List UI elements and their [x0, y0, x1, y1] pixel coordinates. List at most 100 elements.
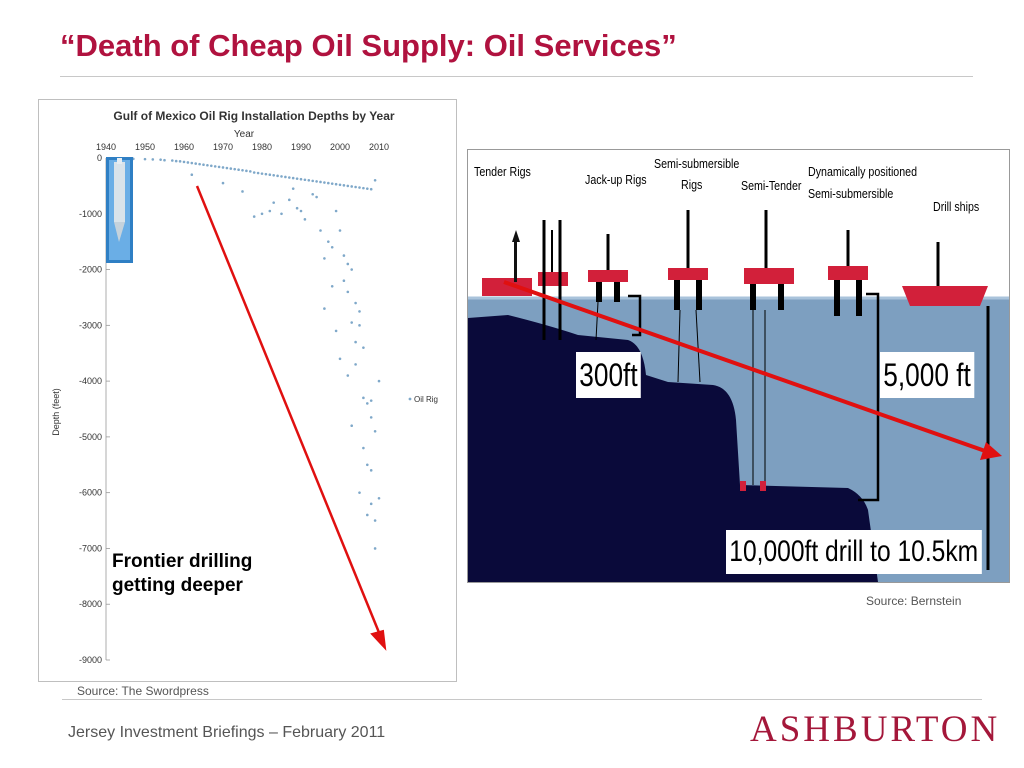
data-point-10 — [190, 161, 194, 165]
data-point-67 — [291, 187, 295, 190]
data-point-4 — [163, 158, 166, 162]
legend-marker — [408, 397, 412, 401]
data-point-12 — [198, 162, 201, 166]
data-point-65 — [280, 212, 283, 216]
data-point-105 — [366, 513, 369, 517]
slide-title: “Death of Cheap Oil Supply: Oil Services… — [60, 28, 677, 63]
data-point-43 — [319, 180, 322, 184]
data-point-6 — [174, 159, 178, 163]
depth-label-5000ft: 5,000 ft — [880, 352, 975, 398]
data-point-1 — [143, 157, 147, 161]
data-point-85 — [323, 307, 326, 310]
y-tick-label-7: -7000 — [79, 543, 102, 553]
data-point-79 — [342, 254, 346, 257]
data-point-90 — [350, 321, 354, 324]
data-point-100 — [373, 430, 377, 433]
bracket-300ft — [628, 294, 642, 337]
data-point-26 — [252, 171, 256, 174]
data-point-15 — [210, 164, 213, 168]
rig-depth-diagram: Tender Rigs Jack-up Rigs Semi-submersibl… — [467, 149, 1010, 583]
data-point-86 — [334, 329, 338, 333]
data-point-77 — [334, 209, 338, 213]
data-point-62 — [260, 212, 264, 216]
chart-title: Gulf of Mexico Oil Rig Installation Dept… — [113, 109, 394, 123]
y-axis-label: Depth (feet) — [51, 388, 61, 436]
data-point-22 — [237, 168, 240, 172]
data-point-53 — [358, 186, 361, 189]
points-group — [132, 157, 381, 550]
data-point-76 — [330, 245, 334, 249]
data-point-111 — [350, 424, 354, 428]
data-point-56 — [369, 187, 373, 191]
data-point-11 — [194, 162, 197, 165]
data-point-74 — [323, 257, 326, 260]
data-point-18 — [221, 166, 225, 169]
data-point-55 — [366, 187, 369, 190]
data-point-17 — [217, 165, 221, 169]
x-tick-label-5: 1990 — [291, 142, 311, 152]
legend-label: Oil Rig — [414, 395, 438, 404]
data-point-38 — [299, 177, 303, 181]
axes-group: 1940 1950 1960 1970 1980 1990 2000 2010 0 -1000 -2… — [79, 142, 389, 665]
data-point-25 — [249, 170, 252, 173]
y-tick-label-3: -3000 — [79, 320, 102, 330]
data-point-48 — [338, 183, 342, 187]
data-point-70 — [303, 218, 307, 221]
data-point-72 — [315, 195, 318, 199]
data-point-19 — [225, 166, 229, 170]
data-point-92 — [358, 324, 361, 327]
data-point-16 — [213, 165, 217, 168]
data-point-47 — [334, 182, 338, 186]
data-point-88 — [342, 279, 346, 283]
data-point-81 — [350, 268, 354, 271]
data-point-14 — [206, 163, 209, 167]
data-point-97 — [366, 402, 369, 405]
bracket-5000ft — [858, 292, 880, 502]
depth-label-10000ft: 10,000ft drill to 10.5km — [726, 530, 982, 574]
data-point-37 — [295, 177, 299, 180]
data-point-24 — [245, 169, 248, 173]
dp-semisub-rig — [828, 230, 868, 316]
data-point-73 — [319, 229, 322, 232]
data-point-57 — [373, 179, 377, 182]
data-point-106 — [369, 502, 373, 506]
data-point-34 — [284, 175, 287, 179]
data-point-89 — [346, 290, 350, 294]
trend-arrow-line — [195, 185, 382, 636]
data-point-98 — [369, 416, 373, 419]
data-point-8 — [182, 160, 186, 164]
semisub-rig-2 — [668, 210, 708, 383]
label-dp-line2: Semi-submersible — [808, 186, 894, 201]
data-point-71 — [311, 192, 315, 196]
title-divider — [60, 76, 973, 77]
semisub-rig-1 — [588, 234, 628, 341]
jackup-rig — [538, 220, 568, 340]
data-point-51 — [350, 185, 354, 188]
data-point-45 — [327, 181, 330, 185]
depth-label-300ft: 300ft — [576, 352, 641, 398]
y-tick-label-6: -6000 — [79, 488, 102, 498]
data-point-91 — [354, 340, 357, 344]
data-point-29 — [264, 172, 268, 176]
data-point-41 — [311, 179, 315, 183]
rig-photo-inset — [106, 157, 133, 263]
data-point-99 — [369, 399, 373, 402]
data-point-80 — [346, 262, 350, 266]
data-point-21 — [233, 167, 236, 171]
y-tick-label-9: -9000 — [79, 655, 102, 665]
data-point-32 — [276, 174, 279, 178]
data-point-93 — [362, 346, 365, 349]
data-point-59 — [221, 181, 225, 185]
data-point-54 — [362, 186, 365, 190]
data-point-104 — [358, 491, 361, 494]
data-point-103 — [369, 469, 373, 472]
data-point-42 — [315, 180, 318, 183]
data-point-40 — [307, 179, 311, 182]
depth-arrow-head — [980, 442, 1002, 460]
x-tick-label-7: 2010 — [369, 142, 389, 152]
data-point-52 — [354, 185, 357, 189]
data-point-20 — [229, 167, 233, 170]
callout-text: Frontier drilling getting deeper — [112, 550, 287, 598]
data-point-83 — [358, 310, 361, 313]
data-point-96 — [362, 396, 365, 400]
